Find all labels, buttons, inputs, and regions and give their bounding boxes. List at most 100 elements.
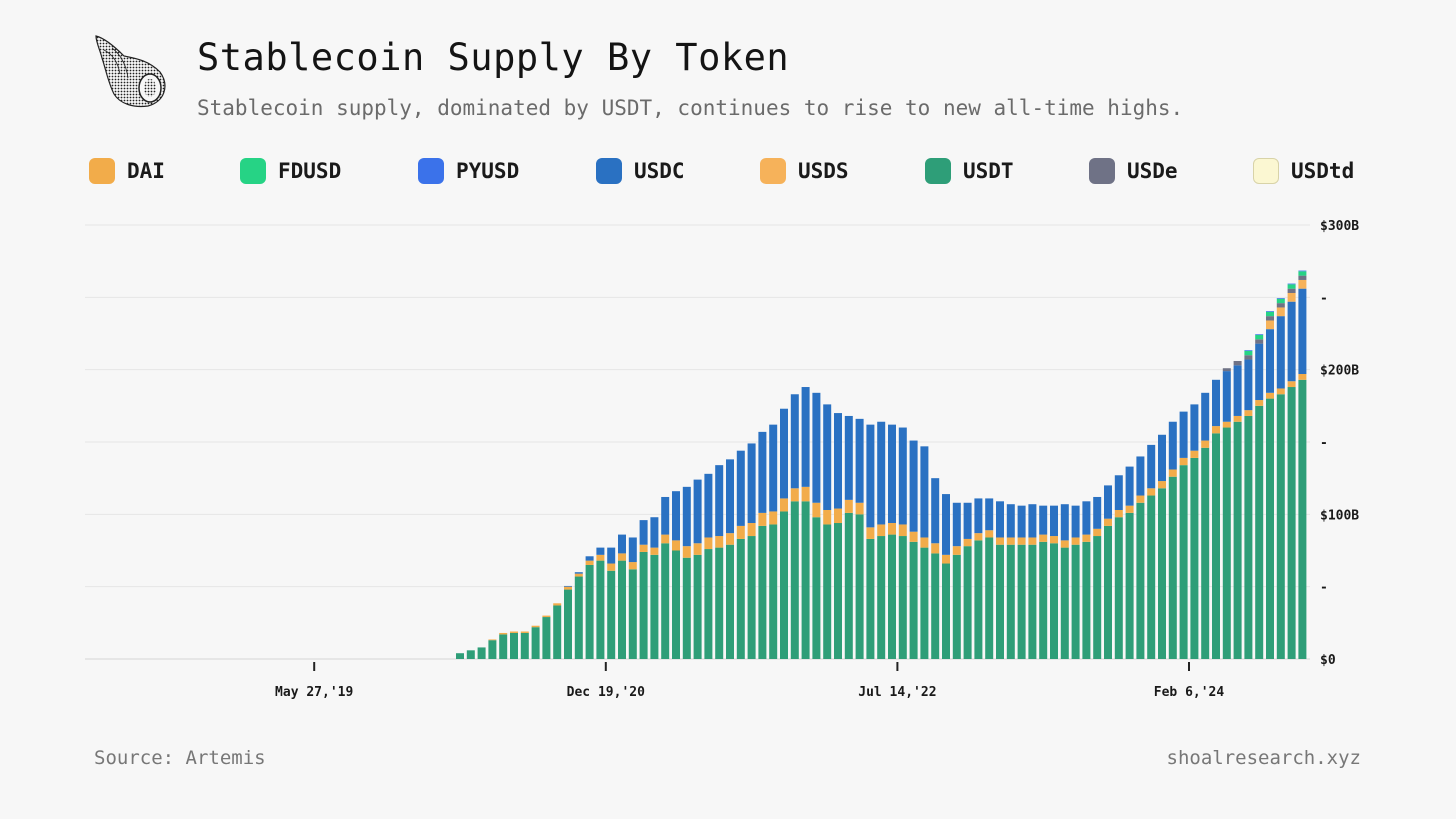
bar-segment-usdc <box>1222 371 1231 422</box>
bar-segment-usdt <box>628 569 637 659</box>
bar-segment-dai <box>952 546 961 555</box>
bar-segment-dai <box>618 553 626 561</box>
bar-segment-dai <box>1082 534 1091 542</box>
bar-segment-usdt <box>1114 517 1123 659</box>
bar-segment-dai <box>639 544 648 552</box>
bar-segment-dai <box>1028 537 1037 545</box>
bar-segment-dai <box>790 488 799 502</box>
bar-segment-dai <box>1060 540 1069 548</box>
bar-segment-dai <box>780 498 788 512</box>
bar-segment-usdt <box>715 547 724 659</box>
bar-segment-usde <box>1244 355 1253 360</box>
bar-segment-usdt <box>877 536 886 659</box>
bar-segment-dai <box>715 536 724 548</box>
bar-segment-usdc <box>693 479 702 544</box>
page-title: Stablecoin Supply By Token <box>197 36 790 79</box>
bar-segment-usdc <box>564 585 572 587</box>
bar-segment-usdc <box>726 459 734 534</box>
x-tick-label: Dec 19,'20 <box>567 685 645 700</box>
bar-segment-usdt <box>769 524 778 659</box>
legend-label-dai: DAI <box>127 159 165 183</box>
bar-segment-dai <box>1276 388 1285 395</box>
bar-segment-usdt <box>1125 512 1134 659</box>
bar-segment-dai <box>758 512 767 526</box>
bar-segment-dai <box>1017 537 1026 545</box>
bar-segment-usdc <box>607 547 616 564</box>
bar-segment-usdt <box>909 541 918 659</box>
bar-segment-usdt <box>1276 394 1285 659</box>
bar-segment-pyusd <box>1287 283 1296 285</box>
bar-segment-dai <box>996 537 1004 545</box>
stacked-bar-chart: $300B - $200B - $100B - $0 May 27,'19 Dec 19,'20… <box>85 219 1359 700</box>
bar-segment-usdc <box>1114 475 1123 510</box>
legend-item-usde: USDe <box>1089 155 1178 187</box>
bar-segment-dai <box>1147 488 1156 496</box>
bar-segment-usdt <box>823 524 832 659</box>
legend-swatch-fdusd <box>240 158 266 184</box>
bar-segment-dai <box>801 486 810 502</box>
bar-segment-dai <box>510 631 518 633</box>
bar-segment-usdt <box>834 523 842 659</box>
bar-segment-usdc <box>1039 505 1048 535</box>
bar-segment-usdt <box>488 640 497 659</box>
bar-segment-dai <box>974 533 983 541</box>
bar-segment-dai <box>661 534 670 544</box>
site-url: shoalresearch.xyz <box>1166 747 1361 769</box>
y-tick-label: $100B <box>1320 508 1359 523</box>
bar-segment-usdt <box>801 501 810 659</box>
bar-segment-dai <box>1158 481 1166 489</box>
bar-segment-dai <box>520 631 529 633</box>
bar-segment-dai <box>564 586 572 590</box>
bar-segment-usdc <box>1147 444 1156 489</box>
bar-segment-usdt <box>1082 541 1091 659</box>
y-tick-label: $200B <box>1320 364 1359 379</box>
legend-swatch-usdtd <box>1253 158 1279 184</box>
bar-segment-dai <box>650 547 659 555</box>
bar-segment-usdc <box>1136 456 1145 496</box>
bar-segment-usdt <box>812 517 821 659</box>
bar-segment-usde <box>1255 339 1264 344</box>
bar-segment-dai <box>1125 505 1134 513</box>
bar-segment-usdc <box>1028 504 1037 538</box>
bar-segment-usdt <box>682 557 691 659</box>
legend-swatch-usde <box>1089 158 1115 184</box>
bar-segment-pyusd <box>1298 270 1307 272</box>
bar-segment-usdc <box>931 478 940 544</box>
bar-segment-dai <box>1050 536 1058 544</box>
bar-segment-usdc <box>1266 329 1274 393</box>
bar-segment-usdc <box>888 424 896 524</box>
bar-segment-usdt <box>477 647 486 659</box>
bar-segment-usdt <box>1136 502 1145 659</box>
bar-segment-fdusd <box>1276 298 1285 304</box>
bar-segment-usdc <box>1244 359 1253 411</box>
bar-segment-usdc <box>639 520 648 545</box>
bar-segment-usdt <box>693 554 702 659</box>
legend-item-usdc: USDC <box>596 155 685 187</box>
bar-segment-usdc <box>844 415 853 500</box>
bar-segment-dai <box>963 538 972 547</box>
bar-segment-dai <box>1244 410 1253 416</box>
bar-segment-usdc <box>866 424 875 528</box>
legend-label-usds: USDS <box>798 159 849 183</box>
bar-segment-usdt <box>1190 457 1199 659</box>
bar-segment-usdt <box>1093 536 1102 659</box>
bar-segment-usdc <box>1050 505 1058 537</box>
bar-segment-usds <box>1298 279 1307 289</box>
bar-segment-usdt <box>510 632 518 659</box>
bar-segment-usdt <box>1006 544 1015 659</box>
legend-label-usde: USDe <box>1127 159 1178 183</box>
bar-segment-usdt <box>931 553 940 659</box>
bar-segment-usdc <box>920 446 929 538</box>
legend-label-fdusd: FDUSD <box>278 159 342 183</box>
legend-item-dai: DAI <box>89 155 165 187</box>
bar-segment-usdt <box>704 549 713 659</box>
bar-segment-usdc <box>855 418 864 503</box>
bar-segment-usdt <box>456 653 464 659</box>
bar-segment-usdc <box>769 424 778 512</box>
source-note: Source: Artemis <box>94 747 266 769</box>
bar-segment-pyusd <box>1255 334 1264 335</box>
page-subtitle: Stablecoin supply, dominated by USDT, co… <box>197 96 1184 120</box>
bar-segment-usdc <box>812 392 821 503</box>
bar-segment-dai <box>855 502 864 515</box>
bar-segment-dai <box>844 499 853 513</box>
